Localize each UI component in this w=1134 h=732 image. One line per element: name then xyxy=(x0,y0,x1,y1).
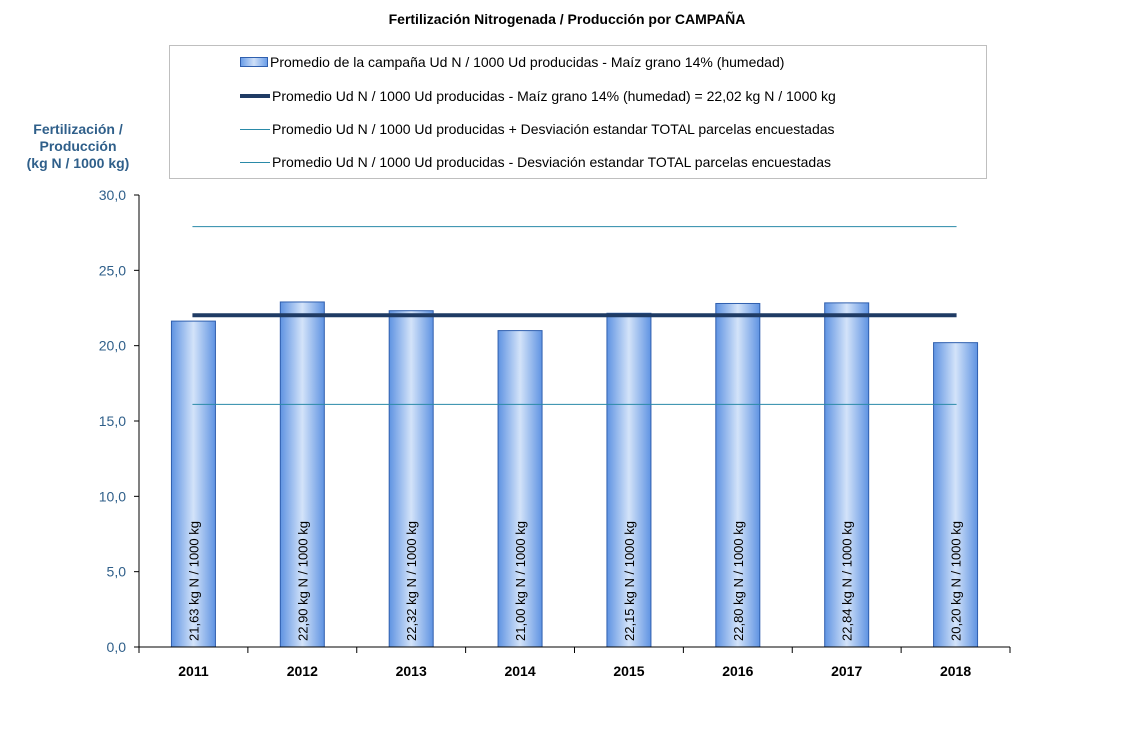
legend-swatch-average xyxy=(240,94,270,98)
x-tick-label-2014: 2014 xyxy=(504,663,535,679)
bar-2016 xyxy=(715,302,761,648)
y-axis-title-line-1: Fertilización / xyxy=(33,121,123,137)
legend-swatch-plus-sd xyxy=(240,128,270,130)
bar-value-label-2015: 22,15 kg N / 1000 kg xyxy=(622,521,637,641)
bar-value-label-2018: 20,20 kg N / 1000 kg xyxy=(949,521,964,641)
legend-item-plus-sd: Promedio Ud N / 1000 Ud producidas + Des… xyxy=(240,119,835,139)
chart-title: Fertilización Nitrogenada / Producción p… xyxy=(388,11,746,27)
legend-swatch-bar xyxy=(240,57,268,67)
y-axis-title: Fertilización / Producción (kg N / 1000 … xyxy=(12,121,144,172)
legend-item-average: Promedio Ud N / 1000 Ud producidas - Maí… xyxy=(240,86,836,106)
bar-value-label-2017: 22,84 kg N / 1000 kg xyxy=(840,521,855,641)
bar-value-label-2014: 21,00 kg N / 1000 kg xyxy=(513,521,528,641)
legend-swatch-minus-sd xyxy=(240,161,270,163)
y-tick-label: 0,0 xyxy=(107,639,127,655)
axes-layer: 0,0 5,0 10,0 15,0 20,0 25,0 30,0 2011 2012 2013 20… xyxy=(99,187,1011,679)
bars-layer xyxy=(170,301,979,648)
legend-item-minus-sd: Promedio Ud N / 1000 Ud producidas - Des… xyxy=(240,152,831,172)
x-tick-label-2013: 2013 xyxy=(396,663,427,679)
y-tick-label: 5,0 xyxy=(107,564,127,580)
bar-labels-layer: 21,63 kg N / 1000 kg 22,90 kg N / 1000 kg… xyxy=(186,521,963,641)
x-tick-label-2017: 2017 xyxy=(831,663,862,679)
y-tick-label: 30,0 xyxy=(99,187,126,203)
legend-label-plus-sd: Promedio Ud N / 1000 Ud producidas + Des… xyxy=(272,121,835,137)
bar-value-label-2012: 22,90 kg N / 1000 kg xyxy=(295,521,310,641)
y-axis-title-line-2: Producción xyxy=(39,138,117,154)
y-tick-label: 20,0 xyxy=(99,338,126,354)
bar-value-label-2016: 22,80 kg N / 1000 kg xyxy=(731,521,746,641)
x-tick-label-2015: 2015 xyxy=(613,663,644,679)
x-tick-label-2012: 2012 xyxy=(287,663,318,679)
legend-item-bar: Promedio de la campaña Ud N / 1000 Ud pr… xyxy=(240,52,784,72)
legend-label-minus-sd: Promedio Ud N / 1000 Ud producidas - Des… xyxy=(272,154,832,170)
bar-2015 xyxy=(606,312,652,648)
legend: Promedio de la campaña Ud N / 1000 Ud pr… xyxy=(169,45,987,179)
x-tick-label-2016: 2016 xyxy=(722,663,753,679)
legend-label-bar: Promedio de la campaña Ud N / 1000 Ud pr… xyxy=(270,54,785,70)
x-tick-label-2011: 2011 xyxy=(178,663,209,679)
bar-2018 xyxy=(933,342,979,648)
reference-lines-layer xyxy=(192,226,957,405)
bar-2013 xyxy=(388,310,434,648)
bar-value-label-2011: 21,63 kg N / 1000 kg xyxy=(186,521,201,641)
y-tick-label: 15,0 xyxy=(99,413,126,429)
bar-value-label-2013: 22,32 kg N / 1000 kg xyxy=(404,521,419,641)
legend-label-average: Promedio Ud N / 1000 Ud producidas - Maí… xyxy=(272,88,836,104)
bar-2014 xyxy=(497,330,543,648)
y-axis-title-line-3: (kg N / 1000 kg) xyxy=(26,155,130,171)
y-tick-label: 10,0 xyxy=(99,488,126,504)
x-tick-label-2018: 2018 xyxy=(940,663,971,679)
y-tick-label: 25,0 xyxy=(99,262,126,278)
